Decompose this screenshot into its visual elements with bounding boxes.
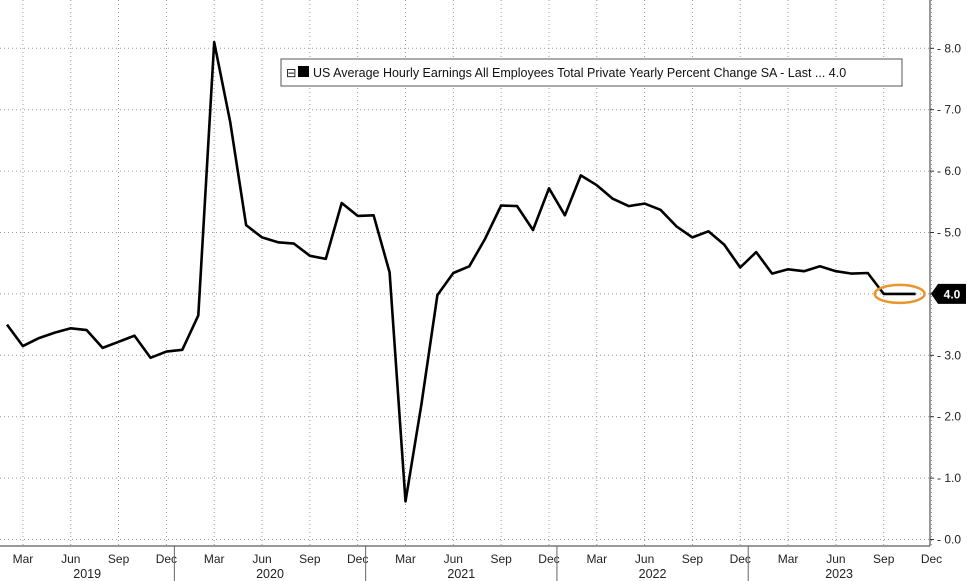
- y-tick-label: - 3.0: [937, 348, 961, 362]
- legend-label: US Average Hourly Earnings All Employees…: [313, 66, 846, 80]
- year-label: 2021: [447, 567, 475, 581]
- x-tick-label: Jun: [61, 552, 80, 566]
- x-tick-label: Sep: [682, 552, 704, 566]
- highlight-ellipse: [873, 283, 926, 305]
- x-tick-label: Jun: [826, 552, 845, 566]
- y-tick-label: - 6.0: [937, 164, 961, 178]
- x-tick-label: Mar: [395, 552, 416, 566]
- x-tick-label: Jun: [444, 552, 463, 566]
- x-tick-label: Mar: [13, 552, 34, 566]
- y-tick-label: - 7.0: [937, 103, 961, 117]
- series-line: [5, 40, 916, 503]
- x-tick-label: Sep: [299, 552, 321, 566]
- x-tick-label: Dec: [538, 552, 559, 566]
- y-tick-label: - 8.0: [937, 41, 961, 55]
- x-tick-label: Dec: [347, 552, 368, 566]
- x-tick-label: Dec: [730, 552, 751, 566]
- legend-toggle-icon[interactable]: ⊟: [286, 66, 296, 80]
- x-tick-label: Sep: [873, 552, 895, 566]
- x-tick-label: Dec: [156, 552, 177, 566]
- x-tick-label: Jun: [635, 552, 654, 566]
- y-tick-label: - 1.0: [937, 471, 961, 485]
- legend[interactable]: ⊟ US Average Hourly Earnings All Employe…: [280, 58, 903, 87]
- legend-swatch: [298, 66, 309, 77]
- legend-box: [280, 58, 903, 87]
- x-tick-label: Mar: [586, 552, 607, 566]
- series-layer: [5, 40, 926, 503]
- last-value-label: 4.0: [944, 287, 961, 301]
- year-label: 2019: [73, 567, 101, 581]
- x-tick-label: Jun: [252, 552, 271, 566]
- year-label: 2023: [825, 567, 853, 581]
- x-tick-label: Dec: [921, 552, 942, 566]
- year-label: 2022: [639, 567, 667, 581]
- year-label: 2020: [256, 567, 284, 581]
- y-tick-label: - 5.0: [937, 226, 961, 240]
- x-tick-label: Mar: [204, 552, 225, 566]
- y-tick-label: - 2.0: [937, 410, 961, 424]
- last-value-marker: [931, 283, 966, 304]
- x-tick-label: Sep: [108, 552, 130, 566]
- y-tick-label: - 0.0: [937, 533, 961, 547]
- x-tick-label: Mar: [778, 552, 799, 566]
- x-tick-label: Sep: [490, 552, 512, 566]
